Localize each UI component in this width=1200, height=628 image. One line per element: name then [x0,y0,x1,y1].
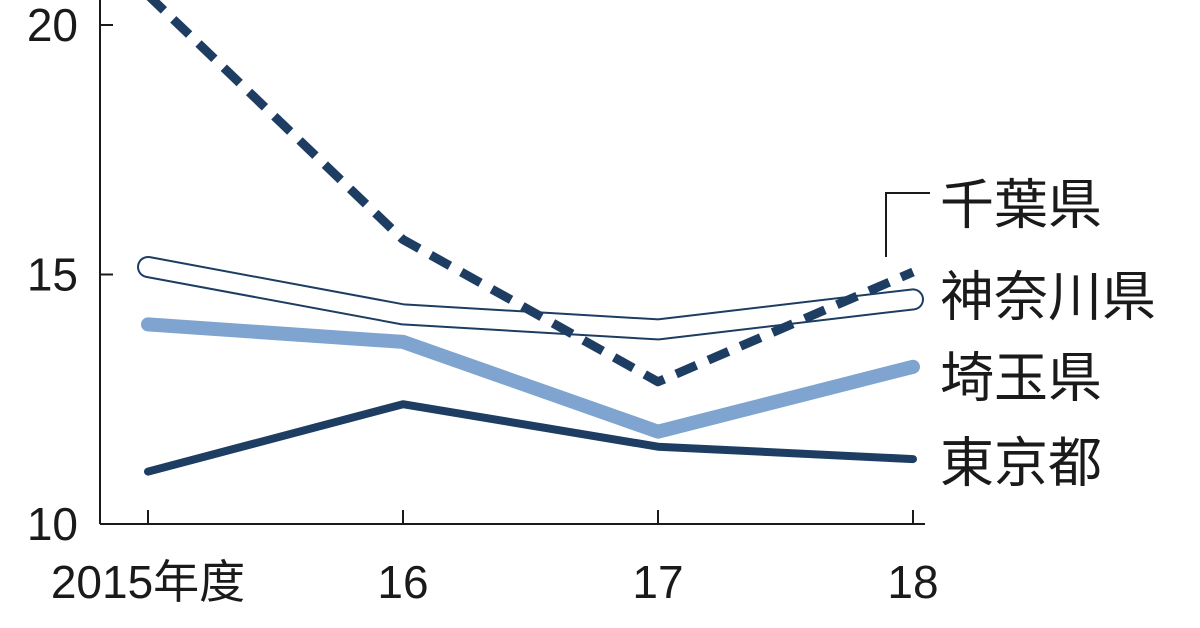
y-tick-label: 20 [27,0,78,51]
x-tick-label: 18 [887,556,938,608]
y-tick-label: 15 [27,249,78,301]
series-line [141,317,920,439]
series-line-fill [139,258,922,339]
x-tick-label: 17 [632,556,683,608]
legend-label: 埼玉県 [940,347,1102,410]
series-line-dashed [146,0,915,387]
x-tick-label: 2015年度 [51,556,245,608]
series-line [144,400,917,476]
y-tick-label: 10 [27,498,78,550]
legend-label: 神奈川県 [940,266,1156,329]
legend-label: 東京都 [940,432,1102,495]
legend-label: 千葉県 [940,174,1102,237]
x-tick-label: 16 [377,556,428,608]
legend-leader-line [885,192,930,257]
